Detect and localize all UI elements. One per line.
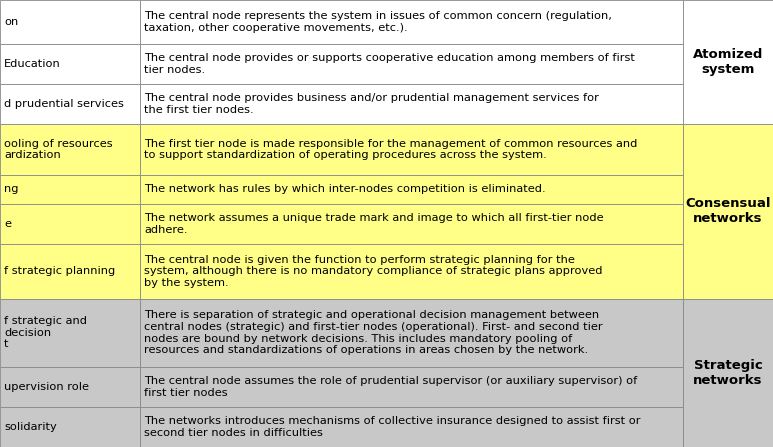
Text: Education: Education bbox=[4, 59, 61, 69]
Bar bbox=[0, 175, 140, 204]
Bar bbox=[0, 44, 140, 84]
Text: e: e bbox=[4, 219, 11, 229]
Bar bbox=[0, 244, 140, 299]
Text: The network has rules by which inter-nodes competition is eliminated.: The network has rules by which inter-nod… bbox=[144, 184, 546, 194]
Bar bbox=[140, 407, 683, 447]
Bar bbox=[140, 204, 683, 244]
Text: upervision role: upervision role bbox=[4, 382, 89, 392]
Text: The central node assumes the role of prudential supervisor (or auxiliary supervi: The central node assumes the role of pru… bbox=[144, 376, 637, 398]
Text: f strategic and
decision
t: f strategic and decision t bbox=[4, 316, 87, 350]
Text: Strategic
networks: Strategic networks bbox=[693, 359, 763, 387]
Text: The central node is given the function to perform strategic planning for the
sys: The central node is given the function t… bbox=[144, 255, 602, 288]
Text: The central node provides or supports cooperative education among members of fir: The central node provides or supports co… bbox=[144, 53, 635, 75]
Text: ng: ng bbox=[4, 184, 19, 194]
Bar bbox=[140, 299, 683, 367]
Text: on: on bbox=[4, 17, 19, 27]
Bar bbox=[0, 84, 140, 124]
Bar bbox=[0, 407, 140, 447]
Bar bbox=[0, 204, 140, 244]
Bar bbox=[0, 367, 140, 407]
Text: f strategic planning: f strategic planning bbox=[4, 266, 115, 276]
Bar bbox=[0, 124, 140, 175]
Bar bbox=[140, 0, 683, 44]
Text: The central node provides business and/or prudential management services for
the: The central node provides business and/o… bbox=[144, 93, 599, 115]
Bar bbox=[140, 367, 683, 407]
Text: ooling of resources
ardization: ooling of resources ardization bbox=[4, 139, 113, 160]
Text: The first tier node is made responsible for the management of common resources a: The first tier node is made responsible … bbox=[144, 139, 638, 160]
Bar bbox=[140, 175, 683, 204]
Bar bbox=[0, 0, 140, 44]
Text: The central node represents the system in issues of common concern (regulation,
: The central node represents the system i… bbox=[144, 11, 612, 33]
Bar bbox=[140, 244, 683, 299]
Bar bbox=[683, 0, 773, 124]
Text: The networks introduces mechanisms of collective insurance designed to assist fi: The networks introduces mechanisms of co… bbox=[144, 416, 641, 438]
Text: solidarity: solidarity bbox=[4, 422, 56, 432]
Text: Atomized
system: Atomized system bbox=[693, 48, 763, 76]
Text: d prudential services: d prudential services bbox=[4, 99, 124, 109]
Text: Consensual
networks: Consensual networks bbox=[685, 198, 771, 225]
Bar bbox=[0, 299, 140, 367]
Bar bbox=[140, 124, 683, 175]
Bar bbox=[683, 124, 773, 299]
Bar bbox=[140, 44, 683, 84]
Text: The network assumes a unique trade mark and image to which all first-tier node
a: The network assumes a unique trade mark … bbox=[144, 213, 604, 235]
Bar bbox=[140, 84, 683, 124]
Text: There is separation of strategic and operational decision management between
cen: There is separation of strategic and ope… bbox=[144, 311, 603, 355]
Bar bbox=[683, 299, 773, 447]
